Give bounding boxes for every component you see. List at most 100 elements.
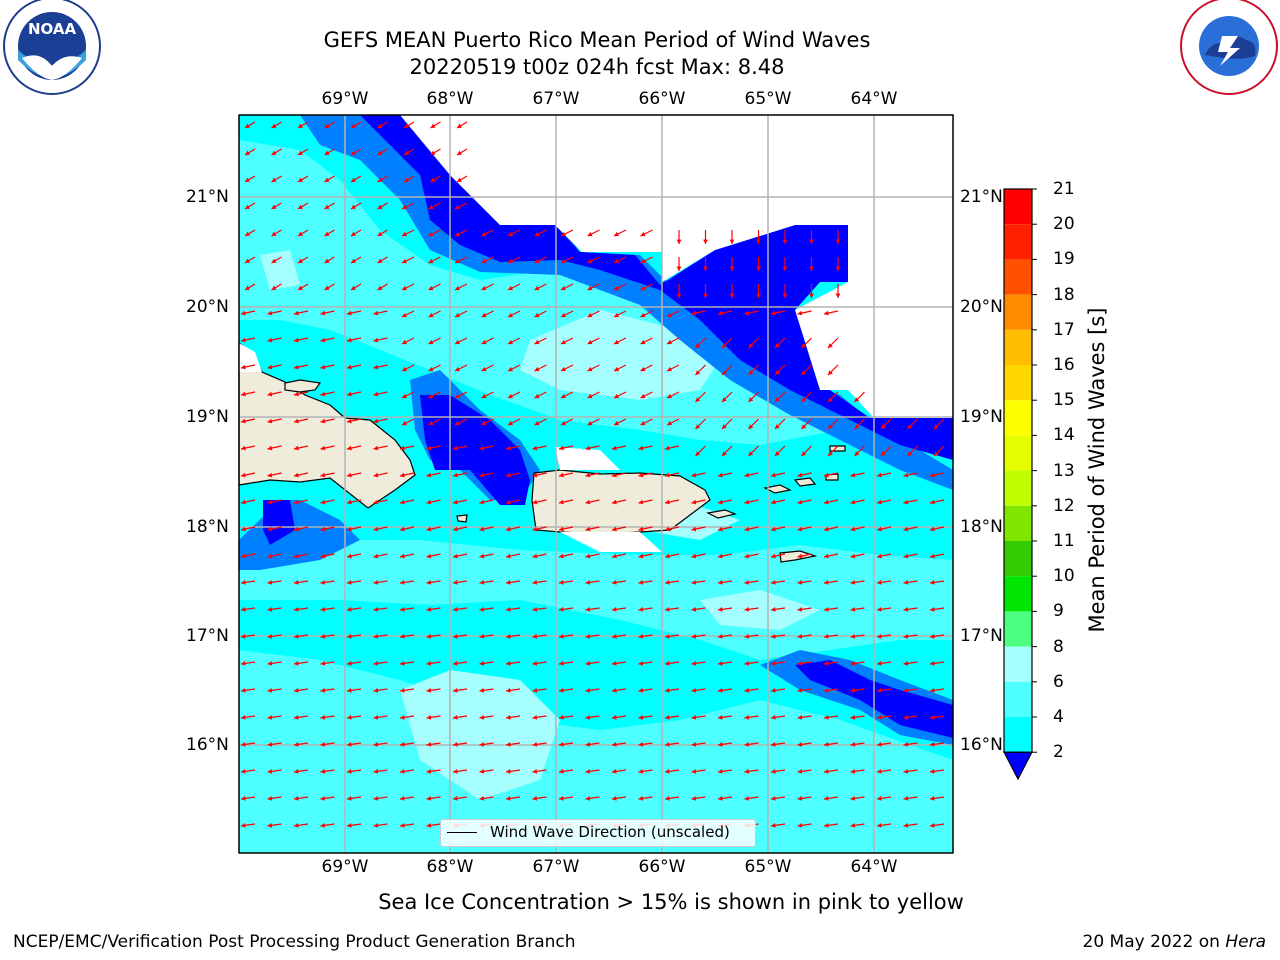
wave-arrow-head [612,796,617,801]
lon-label-top: 65°W [744,89,792,109]
wave-arrow-head [453,742,458,747]
wave-arrow-head [824,526,829,532]
colorbar-tick-label: 2 [1053,742,1064,763]
wave-arrow-head [373,499,379,505]
wave-arrow-head [612,715,617,720]
wave-arrow-head [347,364,352,370]
wave-arrow-head [534,366,540,372]
wave-arrow-head [824,580,829,585]
footer-date: 20 May 2022 on Hera [1083,932,1267,952]
wave-arrow-head [271,285,277,290]
wave-arrow-head [877,580,882,585]
wave-arrow-head [532,769,538,774]
wave-arrow-head [756,266,761,271]
colorbar-tick-label: 10 [1053,566,1075,587]
wave-arrow-head [691,499,697,505]
colorbar-title: Mean Period of Wind Waves [s] [1085,307,1109,633]
wave-arrow-head [377,123,383,128]
wave-arrow-head [559,445,564,451]
wave-arrow-head [828,451,833,456]
wave-arrow-head [479,472,485,478]
wave-arrow-head [532,688,538,693]
wave-arrow-head [638,553,644,559]
wave-arrow-head [782,266,788,271]
wave-arrow-head [665,715,670,720]
wave-arrow-head [532,445,538,451]
wave-arrow-head [756,239,761,244]
wave-arrow-head [903,688,909,693]
wave-arrow-head [506,688,511,693]
wave-arrow-head [400,661,405,666]
wind-wave-arrows [240,121,945,828]
wave-arrow-head [722,343,727,348]
wave-arrow-head [377,204,383,209]
wave-arrow-head [377,231,383,236]
wave-arrow-head [640,231,646,237]
wave-arrow-head [400,445,405,451]
wave-arrow-head [877,661,882,666]
lon-label-top: 68°W [426,89,474,109]
wave-arrow-head [722,424,727,429]
wave-arrow-head [532,580,538,585]
wave-arrow-head [585,553,591,559]
wave-arrow-head [481,420,487,426]
land-hispaniola [238,341,416,509]
wave-arrow-head [718,742,723,747]
wave-arrow-head [534,258,540,264]
wave-arrow-head [612,472,617,478]
lat-label-left: 20°N [186,297,229,317]
wave-arrow-head [506,607,511,612]
wave-arrow-head [532,526,538,532]
wave-arrow-head [453,472,458,478]
wave-arrow-head [430,150,436,155]
wave-arrow-head [320,310,326,316]
wave-arrow-head [771,310,776,316]
wave-arrow-head [691,634,697,639]
wave-arrow-head [373,796,379,801]
wave-arrow-head [903,823,909,828]
wave-arrow-head [267,337,273,343]
wave-arrow-head [267,688,273,693]
wave-arrow-head [824,310,829,316]
lat-label-left: 19°N [186,407,229,427]
wave-arrow-head [559,796,564,801]
lat-label-right: 17°N [960,626,1003,646]
wave-arrow-head [351,258,356,263]
wave-arrow-head [585,769,591,774]
wave-arrow-head [373,715,379,720]
wave-arrow-head [402,258,407,264]
wave-arrow-head [532,796,538,801]
wave-arrow-head [241,661,246,666]
wave-arrow-head [373,634,379,639]
wave-arrow-head [481,285,487,291]
wave-arrow-head [559,553,564,559]
wave-arrow-head [508,231,513,237]
wave-arrow-head [748,424,754,429]
wave-arrow-head [245,150,250,155]
wave-arrow-head [771,553,776,559]
wave-arrow-head [748,343,754,348]
wave-arrow-head [479,796,485,801]
wave-arrow-head [400,526,405,532]
wave-arrow-head [294,337,299,343]
wave-arrow-head [426,796,432,801]
wave-arrow-head [797,472,803,478]
wave-arrow-head [559,472,564,478]
wave-arrow-head [400,715,405,720]
wave-arrow-head [930,661,935,666]
wave-arrow-head [267,526,273,532]
legend-label: Wind Wave Direction (unscaled) [490,823,730,841]
wave-arrow-head [930,580,935,585]
wave-arrow-head [850,661,856,666]
wave-arrow-head [559,526,564,532]
colorbar-segment [1004,294,1032,330]
wave-arrow-head [881,424,886,429]
wave-arrow-head [559,661,564,666]
wave-arrow-head [245,204,250,209]
wave-arrow-head [718,796,723,801]
footer-date-text: 20 May 2022 on [1082,932,1220,952]
colorbar-tick-label: 20 [1053,214,1075,235]
wave-arrow-head [347,742,352,747]
wave-arrow-head [532,472,538,478]
wave-arrow-head [347,688,352,693]
